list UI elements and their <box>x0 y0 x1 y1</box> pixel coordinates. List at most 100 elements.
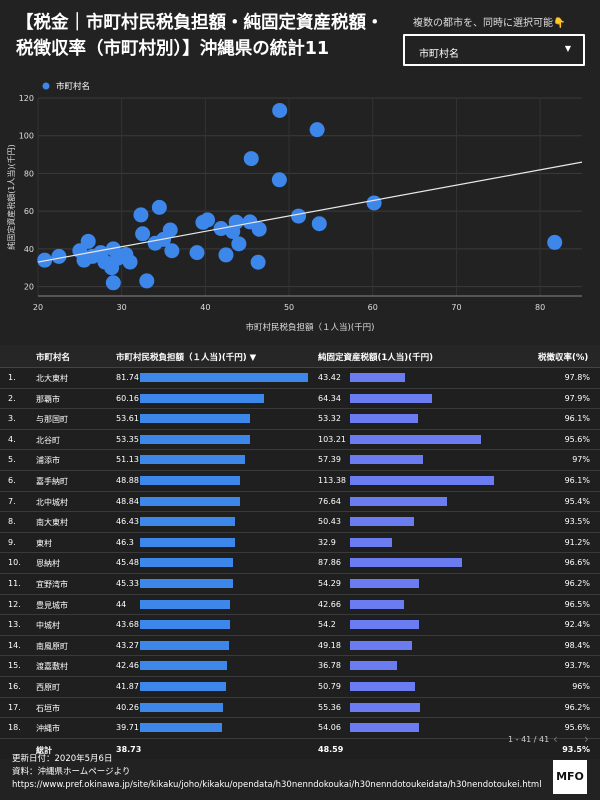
row-resident-tax: 53.61 <box>116 414 139 424</box>
table-row[interactable]: 13. 中城村 43.68 54.2 92.4% <box>0 615 600 636</box>
mfo-logo: MFO <box>553 760 587 794</box>
col-header-collection-rate[interactable]: 税徴収率(%) <box>538 353 589 363</box>
data-point <box>225 224 241 240</box>
resident-tax-bar <box>140 517 236 527</box>
row-collection-rate: 95.6% <box>564 723 590 733</box>
row-property-tax: 36.78 <box>318 661 341 671</box>
row-index: 12. <box>8 599 21 609</box>
total-label: 総計 <box>36 745 52 755</box>
row-collection-rate: 91.2% <box>564 537 590 547</box>
x-axis-label: 市町村民税負担額（１人当)(千円) <box>246 322 375 333</box>
table-row[interactable]: 4. 北谷町 53.35 103.21 95.6% <box>0 429 600 451</box>
table-row[interactable]: 17. 石垣市 40.26 55.36 96.2% <box>0 697 600 719</box>
property-tax-bar <box>350 455 423 465</box>
resident-tax-bar <box>140 640 229 650</box>
table-row[interactable]: 18. 沖縄市 39.71 54.06 95.6% <box>0 718 600 739</box>
col-header-name[interactable]: 市町村名 <box>36 353 71 363</box>
table-row[interactable]: 11. 宜野湾市 45.33 54.29 96.2% <box>0 573 600 595</box>
table-row[interactable]: 9. 東村 46.3 32.9 91.2% <box>0 532 600 554</box>
table-row[interactable]: 1. 北大東村 81.74 43.42 97.8% <box>0 368 600 389</box>
property-tax-bar <box>350 640 413 650</box>
updated-date: 更新日付：2020年5月6日 <box>12 754 113 764</box>
resident-tax-bar <box>140 393 264 403</box>
resident-tax-bar <box>140 373 308 382</box>
filter-hint: 複数の都市を、同時に選択可能👇 <box>413 18 566 29</box>
source-url[interactable]: https://www.pref.okinawa.jp/site/kikaku/… <box>12 780 542 790</box>
data-point <box>37 252 53 268</box>
municipality-filter-dropdown[interactable]: 市町村名 ▼ <box>403 34 585 66</box>
row-index: 9. <box>8 537 16 547</box>
row-resident-tax: 46.3 <box>116 537 134 547</box>
table-row[interactable]: 10. 恩納村 45.48 87.86 96.6% <box>0 553 600 574</box>
row-index: 16. <box>8 681 21 691</box>
table-row[interactable]: 2. 那覇市 60.16 64.34 97.9% <box>0 388 600 410</box>
data-point <box>195 214 211 230</box>
data-point <box>311 216 327 232</box>
row-resident-tax: 45.33 <box>116 578 139 588</box>
table-row[interactable]: 5. 浦添市 51.13 57.39 97% <box>0 450 600 471</box>
row-collection-rate: 95.4% <box>564 496 590 506</box>
row-collection-rate: 96.1% <box>564 414 590 424</box>
col-header-property-tax[interactable]: 純固定資産税額(1人当)(千円) <box>318 353 433 363</box>
col-header-resident-tax[interactable]: 市町村民税負担額（１人当)(千円) ▼ <box>116 353 257 363</box>
row-name: 石垣市 <box>36 703 60 713</box>
y-axis-label: 純固定資産税額(1人当)(千円) <box>6 144 16 250</box>
total-collection-rate: 93.5% <box>562 744 590 754</box>
legend-marker <box>42 82 50 90</box>
row-name: 宜野湾市 <box>36 579 68 589</box>
table-row[interactable]: 8. 南大東村 46.43 50.43 93.5% <box>0 512 600 533</box>
x-tick-label: 80 <box>535 303 545 312</box>
row-name: 北中城村 <box>36 497 68 507</box>
row-collection-rate: 97.9% <box>564 393 590 403</box>
row-collection-rate: 96.5% <box>564 599 590 609</box>
data-point <box>272 102 288 118</box>
row-name: 南大東村 <box>36 518 68 528</box>
row-property-tax: 43.42 <box>318 373 341 382</box>
row-resident-tax: 48.84 <box>116 496 139 506</box>
source-note: 資料：沖縄県ホームページより <box>12 767 131 777</box>
prev-page-icon[interactable]: ‹ <box>553 732 558 746</box>
row-property-tax: 50.79 <box>318 681 341 691</box>
y-tick-label: 100 <box>19 132 34 141</box>
table-body: 1. 北大東村 81.74 43.42 97.8% 2. 那覇市 60.16 64.34 97.9… <box>0 368 600 739</box>
row-property-tax: 103.21 <box>318 434 346 444</box>
data-point <box>366 195 382 211</box>
row-resident-tax: 42.46 <box>116 661 139 671</box>
pagination: 1 - 41 / 41 ‹ › <box>508 732 589 746</box>
next-page-icon[interactable]: › <box>584 732 589 746</box>
data-point <box>164 243 180 259</box>
row-index: 3. <box>8 414 16 424</box>
x-tick-label: 50 <box>284 303 294 312</box>
property-tax-bar <box>350 414 418 424</box>
data-point <box>151 199 167 215</box>
table-row[interactable]: 3. 与那国町 53.61 53.32 96.1% <box>0 409 600 430</box>
table-row[interactable]: 7. 北中城村 48.84 76.64 95.4% <box>0 491 600 513</box>
row-index: 14. <box>8 640 21 650</box>
data-point <box>250 254 266 270</box>
table-total-row: 総計 38.73 48.59 93.5% <box>0 738 600 759</box>
row-index: 7. <box>8 496 16 506</box>
table-row[interactable]: 16. 西原町 41.87 50.79 96% <box>0 676 600 698</box>
resident-tax-bar <box>140 723 222 733</box>
row-resident-tax: 43.27 <box>116 640 139 650</box>
property-tax-bar <box>350 661 397 671</box>
chevron-down-icon[interactable]: ▼ <box>564 44 571 53</box>
row-index: 8. <box>8 517 16 527</box>
resident-tax-bar <box>140 537 236 547</box>
x-tick-label: 20 <box>33 303 43 312</box>
table-row[interactable]: 14. 南風原町 43.27 49.18 98.4% <box>0 635 600 657</box>
total-property-tax: 48.59 <box>318 744 344 754</box>
property-tax-bar <box>350 702 421 712</box>
row-property-tax: 49.18 <box>318 640 341 650</box>
row-resident-tax: 48.88 <box>116 475 139 485</box>
row-name: 南風原町 <box>36 641 68 651</box>
table-row[interactable]: 6. 嘉手納町 48.88 113.38 96.1% <box>0 470 600 492</box>
resident-tax-bar <box>140 578 234 588</box>
resident-tax-bar <box>140 620 230 630</box>
row-property-tax: 55.36 <box>318 702 341 712</box>
row-index: 11. <box>8 578 21 588</box>
property-tax-bar <box>350 681 415 691</box>
table-row[interactable]: 15. 渡嘉敷村 42.46 36.78 93.7% <box>0 656 600 677</box>
table-row[interactable]: 12. 豊見城市 44 42.66 96.5% <box>0 594 600 616</box>
property-tax-bar <box>350 620 419 630</box>
